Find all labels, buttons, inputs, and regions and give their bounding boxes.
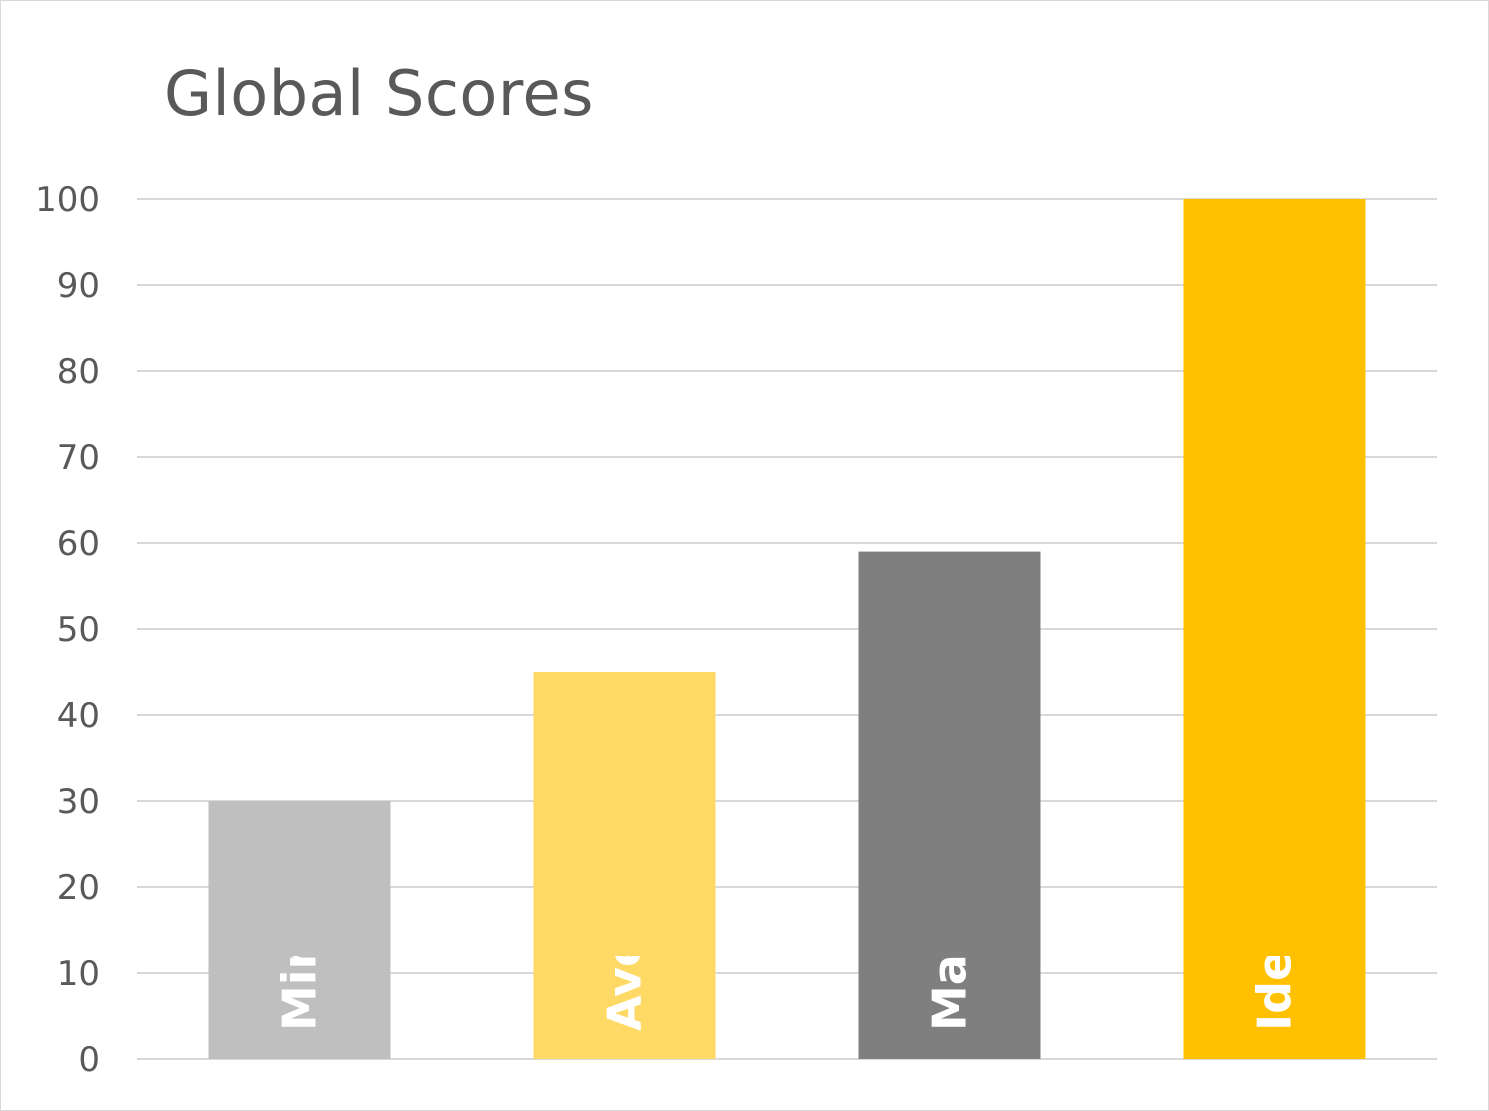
y-tick-label: 10 — [57, 954, 100, 994]
bar-label-average: Average — [598, 818, 652, 1031]
y-tick-label: 90 — [57, 266, 100, 306]
bar-maximum — [858, 551, 1041, 1059]
bar-average — [533, 672, 716, 1059]
bars — [208, 199, 1366, 1059]
bar-label-ideal: Ideal — [1248, 903, 1302, 1031]
y-tick-label: 60 — [57, 524, 100, 564]
y-tick-label: 100 — [35, 180, 100, 220]
y-axis-tick-labels: 0 10 20 30 40 50 60 70 80 90 100 — [35, 180, 100, 1080]
y-tick-label: 40 — [57, 696, 100, 736]
bar-ideal — [1183, 199, 1366, 1059]
bar-labels: Minimum Average Maximum Ideal — [273, 780, 1302, 1031]
y-tick-label: 20 — [57, 868, 100, 908]
y-tick-label: 0 — [78, 1040, 100, 1080]
chart-title: Global Scores — [164, 57, 594, 130]
y-tick-label: 50 — [57, 610, 100, 650]
bar-minimum — [208, 801, 391, 1059]
y-tick-label: 30 — [57, 782, 100, 822]
bar-label-minimum: Minimum — [273, 792, 327, 1031]
y-tick-label: 70 — [57, 438, 100, 478]
bar-label-maximum: Maximum — [923, 780, 977, 1031]
y-tick-label: 80 — [57, 352, 100, 392]
